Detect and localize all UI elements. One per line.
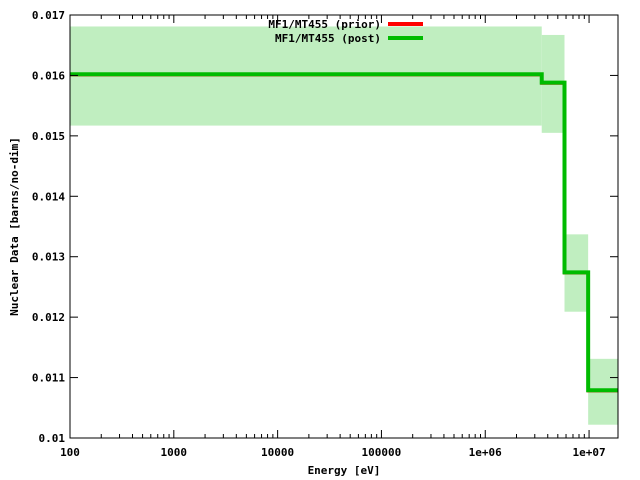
y-tick-label: 0.01 — [39, 432, 66, 445]
x-tick-label: 100 — [60, 446, 80, 459]
series-line-1 — [70, 72, 618, 393]
x-tick-label: 10000 — [261, 446, 294, 459]
y-tick-label: 0.012 — [32, 311, 65, 324]
uncertainty-band — [70, 26, 618, 425]
y-tick-label: 0.015 — [32, 130, 65, 143]
y-tick-label: 0.014 — [32, 190, 65, 203]
legend: MF1/MT455 (prior)MF1/MT455 (post) — [268, 18, 423, 45]
axis-ticks: 100 1000 10000 100000 1e+06 1e+07 0.01 0.011 0.0… — [32, 9, 618, 459]
series-lines — [70, 72, 618, 393]
y-tick-label: 0.013 — [32, 251, 65, 264]
x-tick-label: 100000 — [362, 446, 402, 459]
y-tick-label: 0.016 — [32, 69, 65, 82]
plot-frame — [69, 14, 619, 439]
y-axis-label: Nuclear Data [barns/no-dim] — [8, 137, 21, 316]
y-tick-label: 0.011 — [32, 372, 65, 385]
legend-label-1: MF1/MT455 (post) — [275, 32, 381, 45]
x-tick-label: 1e+06 — [469, 446, 502, 459]
x-axis-label: Energy [eV] — [308, 464, 381, 477]
legend-label-0: MF1/MT455 (prior) — [268, 18, 381, 31]
y-tick-label: 0.017 — [32, 9, 65, 22]
x-tick-label: 1000 — [161, 446, 188, 459]
x-tick-label: 1e+07 — [572, 446, 605, 459]
